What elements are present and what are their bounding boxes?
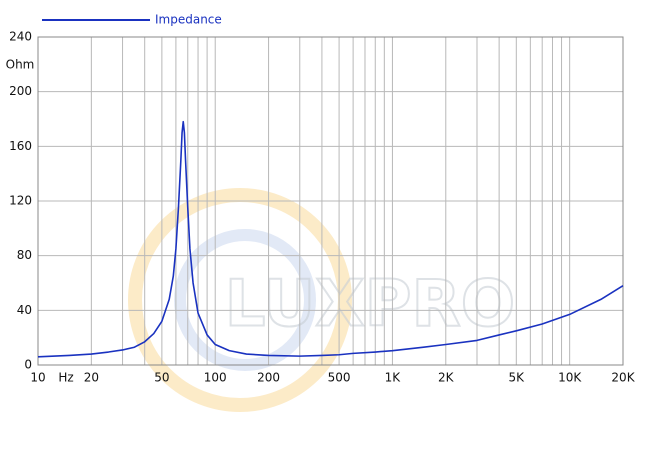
x-tick-label: 10K <box>558 371 582 385</box>
y-tick-label: 200 <box>9 84 32 98</box>
y-tick-label: 120 <box>9 194 32 208</box>
x-tick-label: 5K <box>509 371 526 385</box>
y-axis-label: Ohm <box>6 58 35 72</box>
x-tick-label: 1K <box>385 371 402 385</box>
y-tick-label: 240 <box>9 30 32 44</box>
x-tick-label: 500 <box>328 371 351 385</box>
x-tick-label: 10 <box>30 371 45 385</box>
x-tick-label: 20K <box>611 371 635 385</box>
watermark: LUXPRO <box>128 188 516 412</box>
x-tick-label: 50 <box>154 371 169 385</box>
y-tick-label: 80 <box>17 248 32 262</box>
x-tick-label: 20 <box>84 371 99 385</box>
plot-frame <box>37 36 624 366</box>
watermark-ring <box>128 188 352 412</box>
impedance-line <box>37 120 624 358</box>
legend-label: Impedance <box>155 13 222 27</box>
watermark-text: LUXPRO <box>225 268 515 342</box>
x-tick-label: 100 <box>204 371 227 385</box>
y-tick-label: 40 <box>17 303 32 317</box>
x-tick-label: 200 <box>257 371 280 385</box>
x-tick-label: 2K <box>438 371 455 385</box>
y-tick-label: 0 <box>24 358 32 372</box>
x-axis-label: Hz <box>58 371 73 385</box>
y-tick-label: 160 <box>9 139 32 153</box>
